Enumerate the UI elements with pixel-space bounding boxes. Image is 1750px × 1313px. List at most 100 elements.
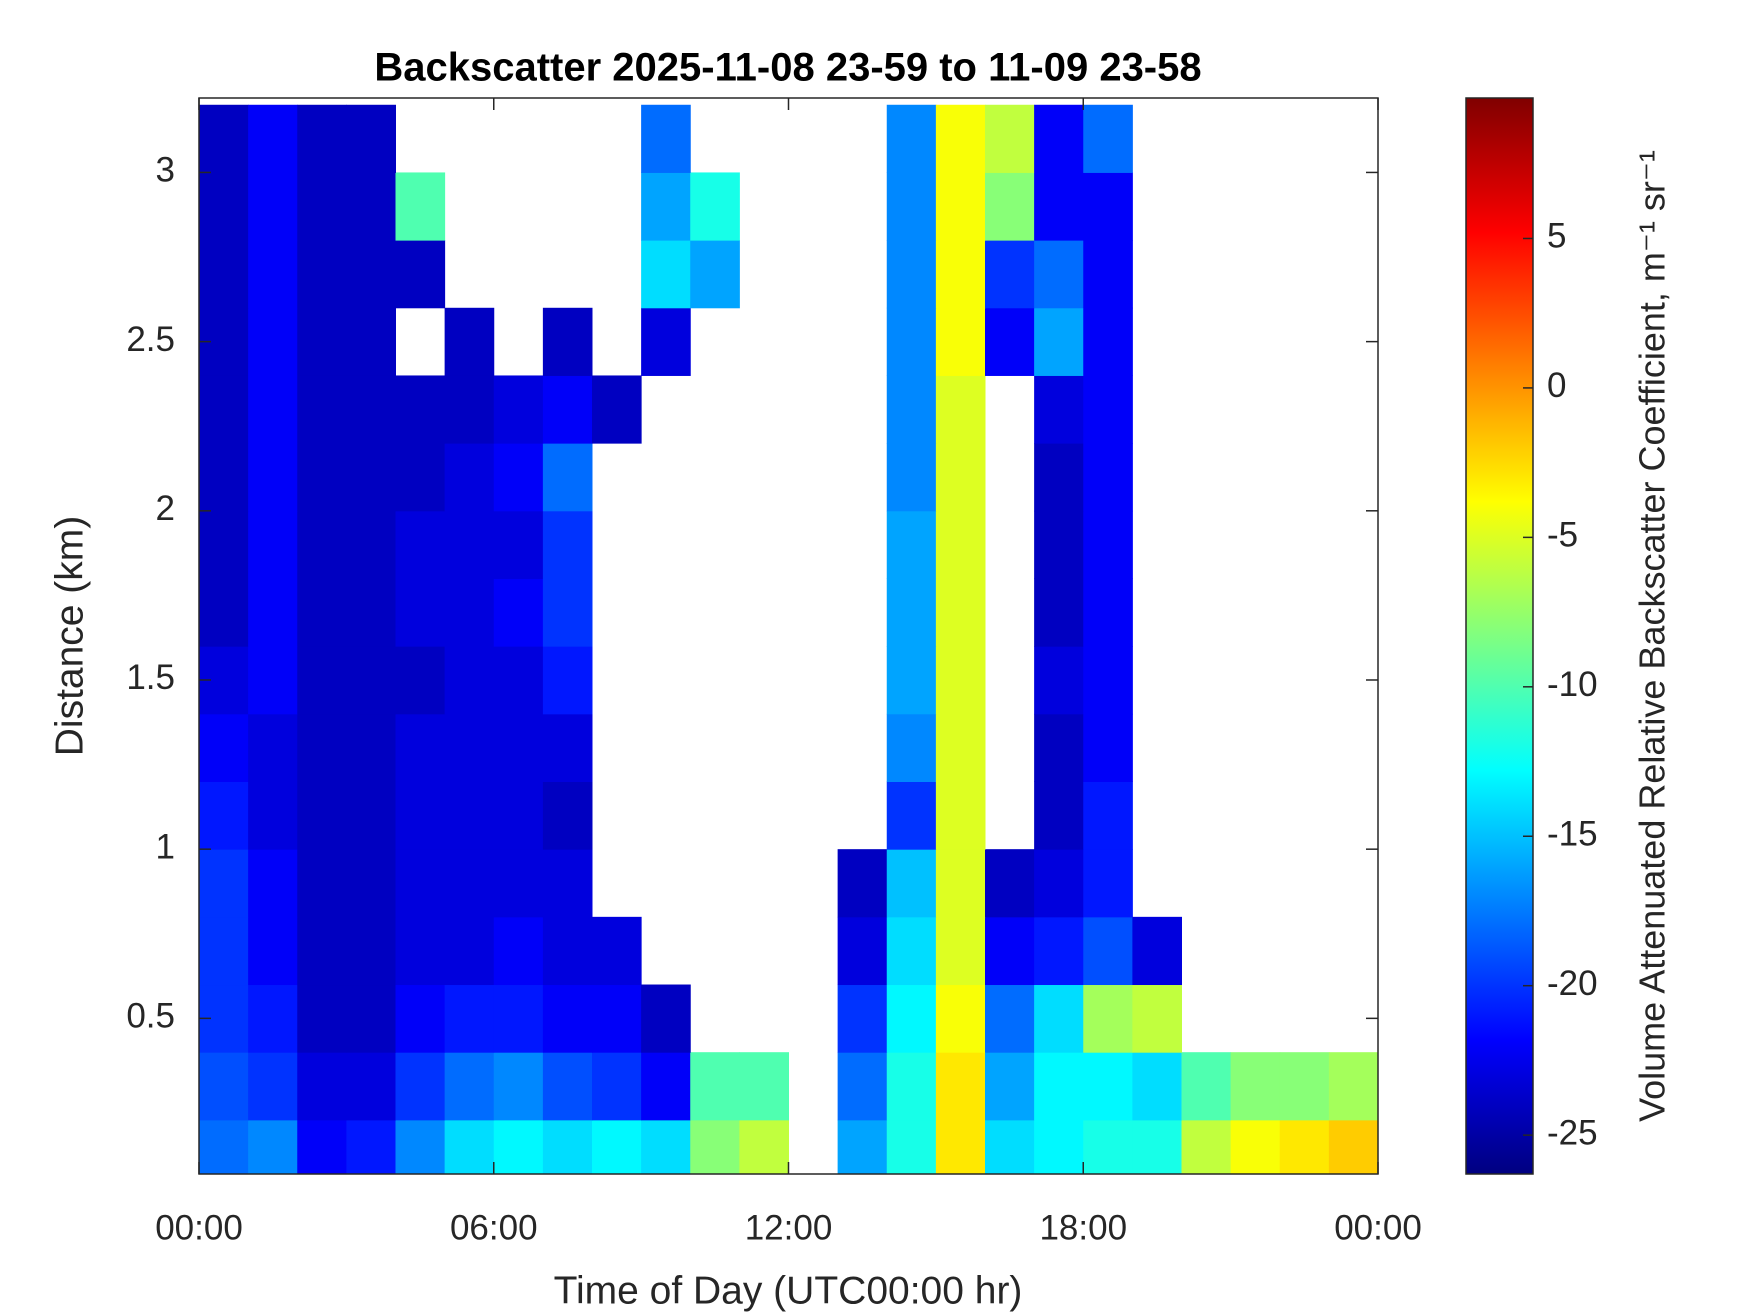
heatmap-cell (493, 646, 544, 715)
heatmap-cell (199, 104, 249, 173)
heatmap (199, 104, 1378, 1174)
heatmap-cell (1083, 1052, 1133, 1121)
heatmap-cell (395, 646, 446, 715)
heatmap-cell (542, 443, 593, 512)
heatmap-cell (985, 984, 1035, 1053)
heatmap-cell (837, 1052, 888, 1121)
heatmap-cell (297, 510, 347, 579)
colorbar-tick-label: -5 (1547, 516, 1578, 555)
heatmap-cell (248, 104, 298, 173)
heatmap-cell (199, 1119, 249, 1174)
heatmap-cell (542, 781, 593, 850)
colorbar-label: Volume Attenuated Relative Backscatter C… (1632, 150, 1673, 1122)
heatmap-cell (1132, 1119, 1182, 1174)
heatmap-cell (199, 172, 249, 241)
heatmap-cell (346, 240, 396, 309)
colorbar-tick-label: -10 (1547, 665, 1598, 704)
heatmap-cell (739, 1119, 789, 1174)
heatmap-cell (1279, 1119, 1330, 1174)
heatmap-cell (199, 510, 249, 579)
heatmap-cell (886, 646, 937, 715)
heatmap-cell (886, 984, 937, 1053)
heatmap-cell (346, 578, 396, 647)
heatmap-cell (935, 307, 986, 376)
heatmap-cell (248, 849, 298, 918)
heatmap-cell (1083, 375, 1133, 444)
heatmap-cell (199, 240, 249, 309)
heatmap-cell (592, 1052, 642, 1121)
heatmap-cell (985, 1052, 1035, 1121)
heatmap-cell (248, 713, 298, 782)
heatmap-cell (886, 307, 937, 376)
heatmap-cell (444, 1119, 495, 1174)
heatmap-cell (886, 240, 937, 309)
heatmap-cell (592, 984, 642, 1053)
heatmap-cell (1034, 375, 1084, 444)
x-tick-label: 18:00 (1039, 1208, 1127, 1247)
heatmap-cell (886, 104, 937, 173)
colorbar-tick-label: -20 (1547, 964, 1598, 1003)
heatmap-cell (248, 916, 298, 986)
heatmap-cell (886, 578, 937, 647)
heatmap-cell (935, 781, 986, 850)
heatmap-cell (935, 646, 986, 715)
heatmap-cell (542, 1119, 593, 1174)
heatmap-cell (493, 375, 544, 444)
colorbar (1465, 97, 1534, 1175)
heatmap-cell (297, 781, 347, 850)
heatmap-cell (886, 375, 937, 444)
heatmap-cell (297, 713, 347, 782)
x-tick-label: 00:00 (155, 1208, 243, 1247)
heatmap-cell (1034, 104, 1084, 173)
heatmap-cell (346, 510, 396, 579)
heatmap-cell (1328, 1052, 1378, 1121)
heatmap-cell (199, 375, 249, 444)
y-tick-label: 1.5 (126, 658, 175, 697)
heatmap-cell (346, 104, 396, 173)
heatmap-cell (444, 646, 495, 715)
heatmap-cell (1083, 578, 1133, 647)
heatmap-cell (248, 510, 298, 579)
heatmap-cell (199, 1052, 249, 1121)
heatmap-cell (248, 172, 298, 241)
heatmap-cell (395, 916, 446, 986)
heatmap-cell (297, 984, 347, 1053)
heatmap-cell (493, 578, 544, 647)
heatmap-cell (641, 240, 691, 309)
heatmap-cell (641, 307, 691, 376)
heatmap-cell (935, 713, 986, 782)
y-tick-label: 1 (156, 827, 175, 866)
heatmap-cell (395, 1119, 446, 1174)
heatmap-cell (1181, 1052, 1232, 1121)
heatmap-cell (493, 916, 544, 986)
heatmap-cell (493, 510, 544, 579)
heatmap-cell (395, 240, 446, 309)
heatmap-cell (297, 849, 347, 918)
heatmap-cell (935, 443, 986, 512)
heatmap-cell (346, 1119, 396, 1174)
colorbar-tick-label: -25 (1547, 1113, 1598, 1152)
heatmap-cell (1083, 984, 1133, 1053)
heatmap-cell (542, 578, 593, 647)
heatmap-cell (297, 443, 347, 512)
heatmap-cell (297, 1052, 347, 1121)
heatmap-cell (444, 849, 495, 918)
heatmap-cell (935, 916, 986, 986)
heatmap-cell (837, 916, 888, 986)
heatmap-cell (248, 307, 298, 376)
heatmap-cell (297, 172, 347, 241)
heatmap-cell (886, 1052, 937, 1121)
heatmap-cell (395, 172, 446, 241)
heatmap-cell (1034, 713, 1084, 782)
heatmap-cell (886, 510, 937, 579)
heatmap-cell (1034, 1052, 1084, 1121)
heatmap-cell (346, 646, 396, 715)
heatmap-cell (199, 443, 249, 512)
heatmap-cell (542, 1052, 593, 1121)
heatmap-cell (641, 1119, 691, 1174)
heatmap-cell (739, 1052, 789, 1121)
heatmap-cell (886, 916, 937, 986)
heatmap-cell (935, 578, 986, 647)
heatmap-cell (199, 916, 249, 986)
